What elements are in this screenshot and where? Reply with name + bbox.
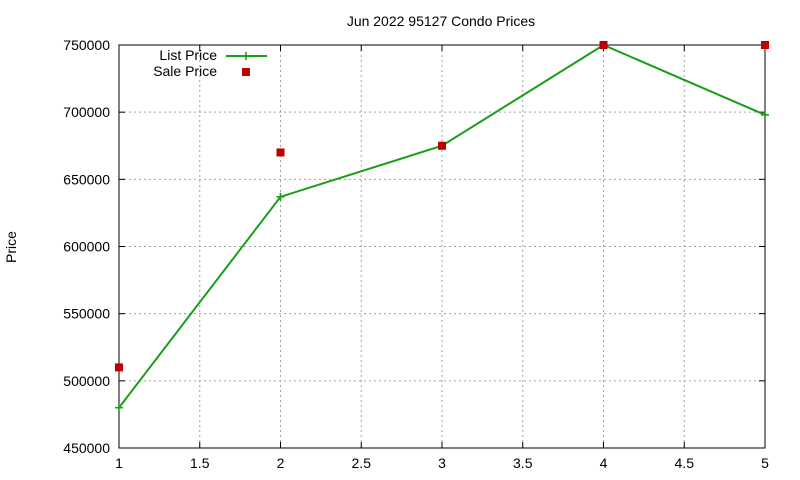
legend-label-list-price: List Price — [159, 47, 217, 63]
y-tick-label: 450000 — [63, 440, 110, 456]
legend-sample-sale-price-marker — [242, 68, 250, 76]
x-tick-label: 1 — [115, 455, 123, 471]
sale-price-point — [438, 141, 446, 150]
series-layer — [115, 41, 769, 412]
x-tick-label: 2.5 — [352, 455, 372, 471]
x-tick-label: 1.5 — [190, 455, 210, 471]
y-tick-label: 700000 — [63, 104, 110, 120]
list-price-point — [761, 110, 769, 119]
axis-ticks: 1 1.5 2 2.5 3 3.5 4 4.5 5 450000 500000 550000 60000… — [63, 37, 769, 471]
chart-title: Jun 2022 95127 Condo Prices — [347, 13, 535, 29]
sale-price-point — [761, 41, 769, 49]
x-tick-label: 2 — [277, 455, 285, 471]
x-tick-label: 5 — [761, 455, 769, 471]
x-tick-label: 3 — [438, 455, 446, 471]
sale-price-point — [115, 363, 123, 372]
y-axis-label: Price — [3, 231, 19, 263]
y-tick-label: 600000 — [63, 239, 110, 255]
y-tick-label: 650000 — [63, 171, 110, 187]
legend-samples — [226, 52, 267, 76]
grid — [119, 45, 765, 448]
y-tick-label: 750000 — [63, 37, 110, 53]
sale-price-point — [599, 41, 608, 49]
x-tick-label: 4.5 — [675, 455, 695, 471]
y-tick-label: 550000 — [63, 306, 110, 322]
list-price-point — [276, 192, 285, 201]
legend: List Price Sale Price — [153, 47, 267, 79]
x-tick-label: 3.5 — [513, 455, 533, 471]
y-tick-label: 500000 — [63, 373, 110, 389]
legend-sample-list-price-marker — [242, 52, 250, 60]
legend-label-sale-price: Sale Price — [153, 63, 217, 79]
x-tick-label: 4 — [600, 455, 608, 471]
list-price-point — [115, 403, 123, 412]
sale-price-point — [276, 148, 285, 157]
